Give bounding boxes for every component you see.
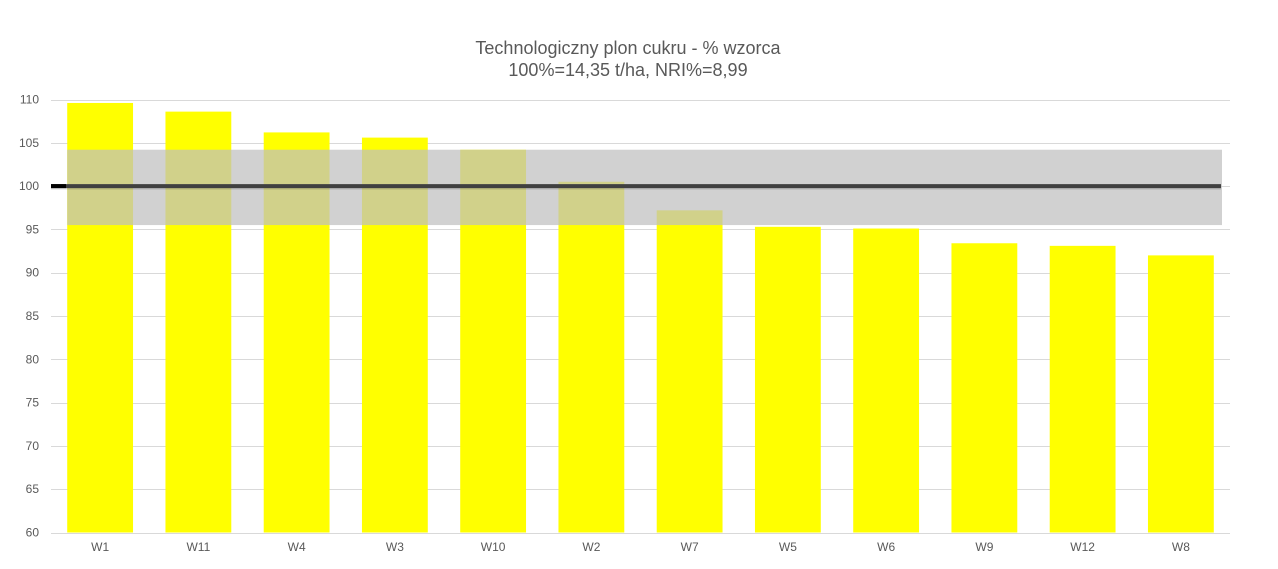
y-tick-label: 85 [26,309,40,323]
y-tick-label: 100 [19,179,39,193]
bar-w12 [1049,245,1116,533]
x-tick-label: W2 [582,540,600,554]
y-axis-tick-labels: 60 65 70 75 80 85 90 95 100 105 110 [19,93,39,540]
reference-line-layer [51,184,1221,190]
bar-w9 [951,243,1018,533]
x-tick-label: W3 [386,540,404,554]
x-tick-label: W5 [779,540,797,554]
y-tick-label: 90 [26,266,40,280]
x-tick-label: W11 [186,540,210,554]
y-tick-label: 95 [26,222,40,236]
bar-w6 [853,228,920,533]
x-tick-label: W10 [481,540,506,554]
x-tick-label: W12 [1070,540,1095,554]
bar-w2 [558,181,625,533]
y-tick-label: 65 [26,482,40,496]
x-tick-label: W7 [681,540,699,554]
y-tick-label: 110 [20,93,39,107]
bar-w5 [754,226,821,533]
x-tick-label: W8 [1172,540,1190,554]
bar-w8 [1147,255,1214,533]
x-axis-tick-labels: W1 W11 W4 W3 W10 W2 W7 W5 W6 W9 W12 W8 [91,540,1190,554]
chart-subtitle: 100%=14,35 t/ha, NRI%=8,99 [508,60,748,80]
bar-w7 [656,210,723,533]
y-tick-label: 80 [26,352,40,366]
chart-title-block: Technologiczny plon cukru - % wzorca 100… [0,37,1256,81]
y-tick-label: 105 [19,136,39,150]
y-tick-label: 75 [26,396,40,410]
x-tick-label: W9 [975,540,993,554]
x-tick-label: W1 [91,540,109,554]
x-tick-label: W6 [877,540,895,554]
x-tick-label: W4 [288,540,306,554]
y-tick-label: 60 [26,526,40,540]
gridlines [51,100,1230,534]
y-tick-label: 70 [26,439,40,453]
chart-title: Technologiczny plon cukru - % wzorca [475,38,781,58]
